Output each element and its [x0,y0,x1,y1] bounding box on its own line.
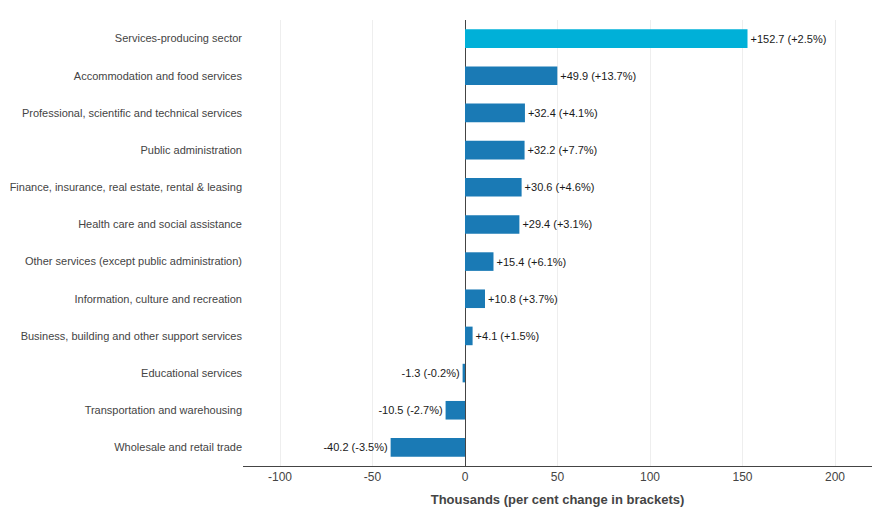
svg-text:+29.4 (+3.1%): +29.4 (+3.1%) [522,218,592,230]
svg-text:Information, culture and recre: Information, culture and recreation [74,293,242,305]
svg-text:Educational services: Educational services [141,367,242,379]
svg-text:-10.5 (-2.7%): -10.5 (-2.7%) [378,404,442,416]
svg-text:Finance, insurance, real estat: Finance, insurance, real estate, rental … [10,181,242,193]
svg-text:+10.8 (+3.7%): +10.8 (+3.7%) [488,293,558,305]
svg-text:-100: -100 [268,470,292,484]
svg-text:150: 150 [732,470,752,484]
svg-text:Services-producing sector: Services-producing sector [115,32,243,44]
svg-text:+152.7 (+2.5%): +152.7 (+2.5%) [751,33,827,45]
svg-text:100: 100 [640,470,660,484]
svg-text:+49.9 (+13.7%): +49.9 (+13.7%) [560,70,636,82]
svg-text:Transportation and warehousing: Transportation and warehousing [85,404,242,416]
svg-text:+30.6 (+4.6%): +30.6 (+4.6%) [525,181,595,193]
svg-text:Accommodation and food service: Accommodation and food services [74,70,243,82]
svg-text:50: 50 [551,470,565,484]
svg-text:-1.3 (-0.2%): -1.3 (-0.2%) [402,367,460,379]
svg-text:-50: -50 [364,470,382,484]
svg-text:Other services (except public: Other services (except public administra… [25,255,242,267]
svg-text:Professional, scientific and t: Professional, scientific and technical s… [22,107,243,119]
svg-text:+32.2 (+7.7%): +32.2 (+7.7%) [528,144,598,156]
svg-text:Business, building and other s: Business, building and other support ser… [21,330,243,342]
svg-text:Thousands (per cent change in: Thousands (per cent change in brackets) [431,492,685,507]
svg-text:-40.2 (-3.5%): -40.2 (-3.5%) [323,441,387,453]
svg-text:Wholesale and retail trade: Wholesale and retail trade [114,441,242,453]
svg-text:200: 200 [825,470,845,484]
svg-text:+4.1 (+1.5%): +4.1 (+1.5%) [476,330,540,342]
svg-text:+15.4 (+6.1%): +15.4 (+6.1%) [496,256,566,268]
svg-text:+32.4 (+4.1%): +32.4 (+4.1%) [528,107,598,119]
svg-text:0: 0 [462,470,469,484]
svg-text:Public administration: Public administration [141,144,243,156]
svg-text:Health care and social assista: Health care and social assistance [78,218,242,230]
